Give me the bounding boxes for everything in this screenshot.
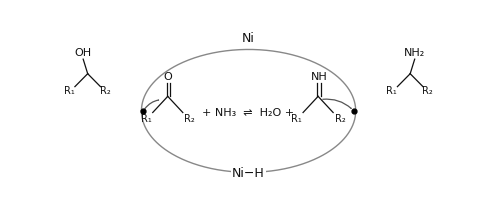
Text: NH₂: NH₂ xyxy=(403,48,424,58)
Text: R₁: R₁ xyxy=(63,87,74,97)
Text: R₂: R₂ xyxy=(99,87,110,97)
Text: R₂: R₂ xyxy=(421,87,432,97)
Text: + NH₃  ⇌  H₂O +: + NH₃ ⇌ H₂O + xyxy=(202,108,294,118)
Text: R₂: R₂ xyxy=(334,114,345,124)
FancyArrowPatch shape xyxy=(145,100,158,109)
Text: R₁: R₁ xyxy=(290,114,301,124)
Text: Ni: Ni xyxy=(242,32,255,45)
Text: OH: OH xyxy=(75,48,91,58)
Text: R₁: R₁ xyxy=(385,87,396,97)
FancyArrowPatch shape xyxy=(322,99,350,108)
Text: R₁: R₁ xyxy=(140,114,151,124)
Text: R₂: R₂ xyxy=(184,114,195,124)
Text: O: O xyxy=(163,72,172,82)
Text: NH: NH xyxy=(310,72,327,82)
Text: Ni−H: Ni−H xyxy=(232,167,264,180)
